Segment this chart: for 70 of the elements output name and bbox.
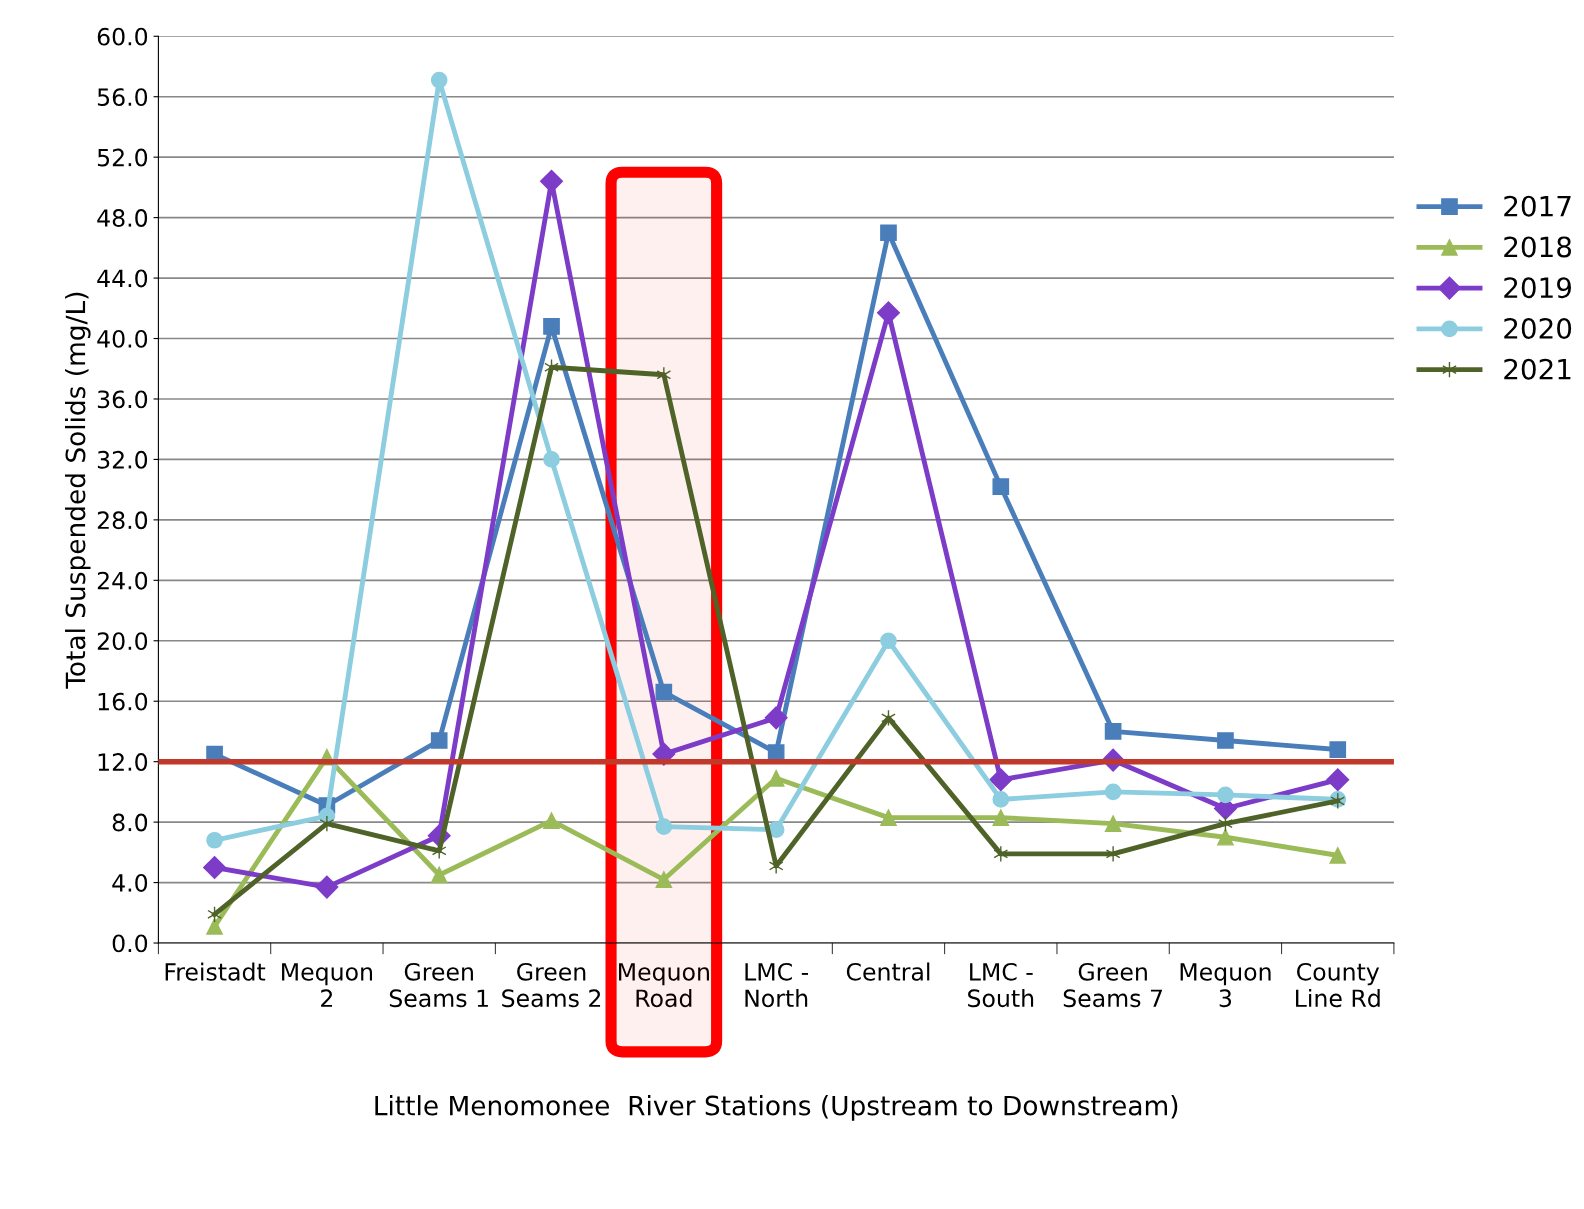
point [880,224,897,242]
x-tick-label: Green Seams 2 [502,962,601,1008]
point [880,809,897,826]
legend-label: 2018 [1504,236,1572,258]
point [655,683,673,701]
point [989,768,1013,792]
y-tick-label: 4.0 [112,874,148,892]
legend-label: 2019 [1504,277,1571,299]
point [430,71,448,89]
y-tick-label: 12.0 [98,753,148,771]
y-tick-label: 20.0 [97,632,148,651]
point [315,875,339,899]
y-tick-label: 16.0 [98,692,148,711]
point [543,451,560,468]
y-tick-label: 52.0 [97,148,148,167]
y-tick-label: 36.0 [97,390,148,409]
point [1329,741,1347,758]
x-tick-label: LMC - South [968,962,1034,1008]
point [992,478,1010,495]
point [1105,845,1121,863]
y-axis-title: Total Suspended Solids (mg/L) [65,292,91,689]
y-tick-label: 32.0 [97,450,148,469]
x-tick-label: Mequon 3 [1180,963,1271,1008]
x-tick-label: Mequon 2 [282,963,372,1007]
point [1104,723,1122,740]
x-tick-label: LMC - North [745,962,809,1008]
point [656,366,672,384]
point [540,169,564,193]
point [876,301,900,325]
point [880,632,897,650]
y-tick-label: 44.0 [97,269,148,288]
y-tick-label: 40.0 [97,329,148,348]
x-tick-label: Central [846,962,930,981]
point [764,706,788,730]
point [1217,732,1234,749]
y-tick-label: 60.0 [97,27,148,46]
point [768,857,784,875]
point [655,871,673,888]
legend-label: 2020 [1504,317,1572,339]
point [206,831,223,849]
point [543,812,560,829]
point [992,809,1010,826]
legend-label: 2017 [1504,195,1571,217]
x-axis-title: Little Menomonee River Stations (Upstream to Downstream) [375,1095,1178,1121]
point [1217,786,1234,804]
point [430,732,448,749]
point [655,818,673,835]
x-tick-label: Green Seams 7 [1063,962,1163,1008]
y-tick-label: 24.0 [97,571,148,590]
x-tick-label: Mequon Road [619,963,709,1008]
point [1104,815,1122,832]
y-tick-label: 56.0 [97,88,148,107]
point [203,855,227,879]
point [1329,847,1347,864]
legend-label: 2021 [1504,358,1571,380]
point [319,815,335,832]
x-tick-label: Green Seams 1 [389,962,488,1008]
y-tick-label: 48.0 [97,209,148,227]
point [1217,828,1234,846]
y-tick-label: 8.0 [112,813,148,832]
point [1104,783,1122,801]
point [992,791,1010,808]
point [1326,768,1350,792]
point [543,318,560,335]
x-tick-label: County Line Rd [1296,962,1380,1008]
y-tick-label: 0.0 [112,934,148,953]
y-tick-label: 28.0 [97,511,148,530]
point [430,866,448,884]
x-tick-label: Freistadt [165,962,266,981]
point [206,918,223,935]
